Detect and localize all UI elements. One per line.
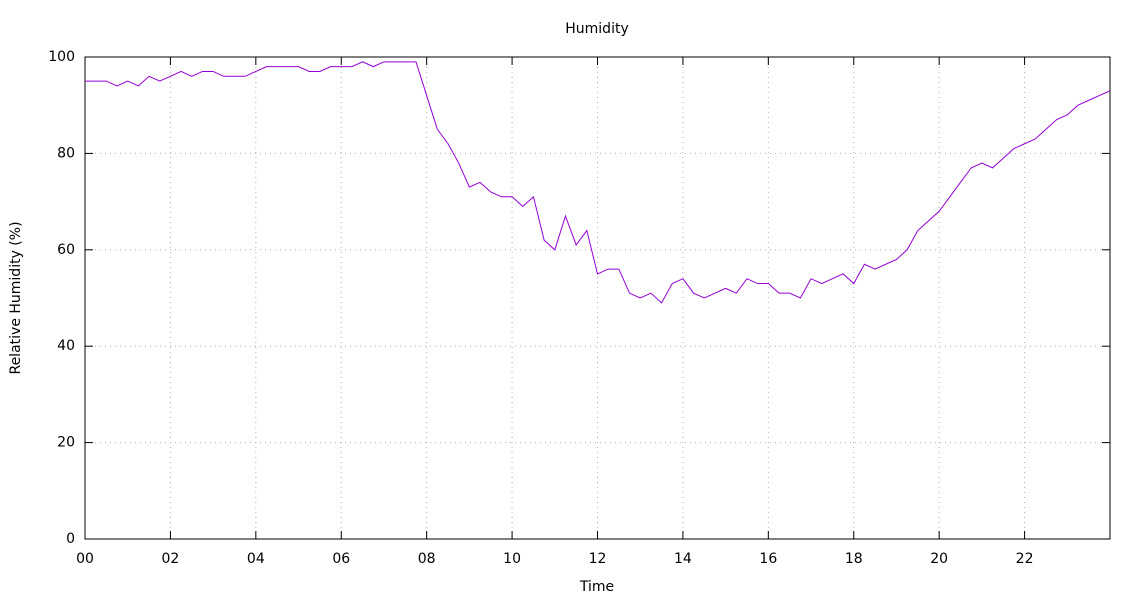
y-tick-label: 100: [48, 49, 75, 65]
x-tick-label: 20: [930, 551, 948, 567]
x-axis-label: Time: [579, 579, 614, 595]
x-tick-label: 22: [1016, 551, 1034, 567]
x-tick-label: 06: [332, 551, 350, 567]
y-tick-label: 60: [57, 242, 75, 258]
x-tick-label: 02: [162, 551, 180, 567]
x-tick-label: 18: [845, 551, 863, 567]
chart-title: Humidity: [565, 21, 628, 37]
x-tick-label: 14: [674, 551, 692, 567]
x-tick-label: 16: [759, 551, 777, 567]
y-tick-label: 80: [57, 145, 75, 161]
y-tick-label: 40: [57, 338, 75, 354]
x-tick-label: 08: [418, 551, 436, 567]
data-line: [85, 61, 1111, 304]
x-tick-label: 10: [503, 551, 521, 567]
y-axis-label: Relative Humidity (%): [8, 221, 24, 374]
plot-border: [84, 56, 1111, 540]
x-tick-label: 12: [589, 551, 607, 567]
y-tick-label: 0: [66, 531, 75, 547]
x-tick-label: 00: [76, 551, 94, 567]
y-tick-label: 20: [57, 435, 75, 451]
x-tick-label: 04: [247, 551, 265, 567]
